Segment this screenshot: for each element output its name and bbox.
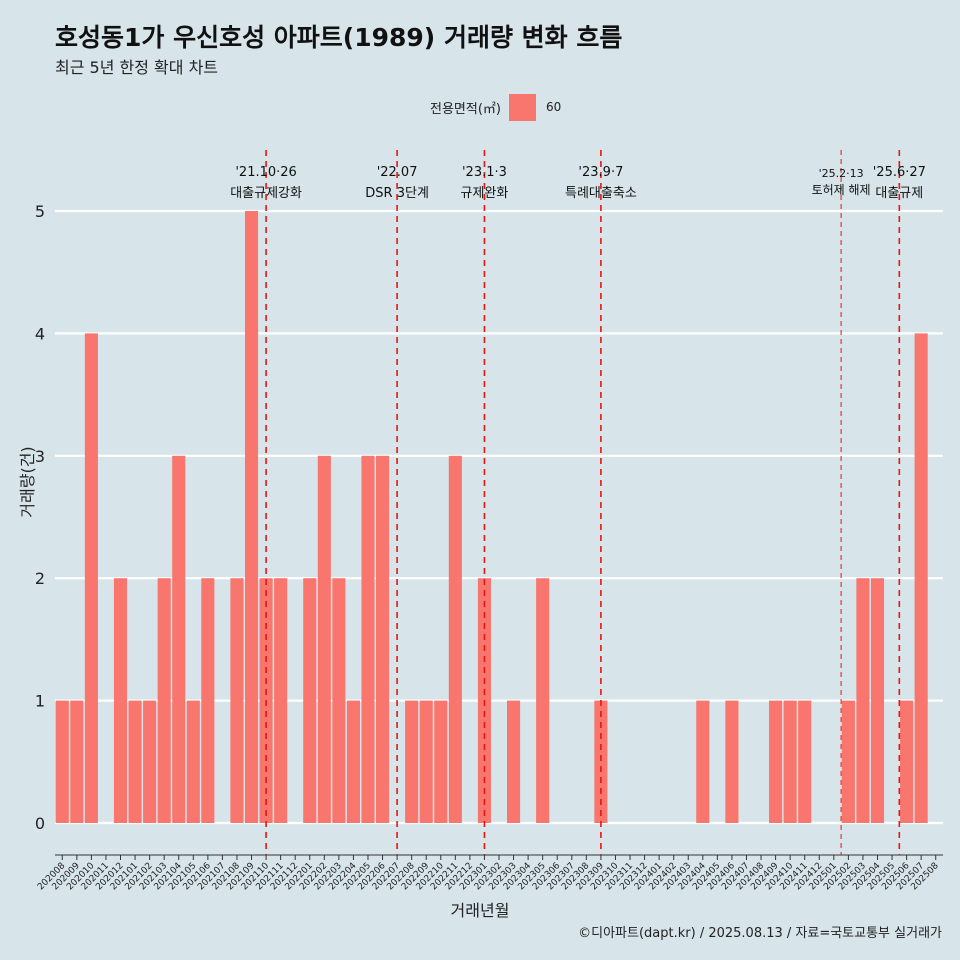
bar — [55, 700, 69, 823]
bar — [448, 455, 462, 823]
bar — [172, 455, 186, 823]
bar — [332, 578, 346, 823]
event-name-label: 특례대출축소 — [565, 186, 637, 201]
bar — [914, 333, 928, 823]
bar — [870, 578, 885, 823]
y-tick-label: 4 — [35, 324, 45, 343]
bar — [346, 700, 360, 823]
event-name-label: DSR 3단계 — [365, 186, 429, 201]
event-date-label: '22.07 — [377, 165, 418, 180]
bar — [113, 578, 128, 823]
bar — [303, 578, 317, 823]
bar — [783, 700, 797, 823]
legend-title: 전용면적(㎡) — [430, 101, 501, 117]
event-date-label: '21.10·26 — [235, 165, 296, 180]
bar — [594, 700, 608, 823]
bar — [157, 578, 171, 823]
bar — [186, 700, 200, 823]
bar — [361, 455, 375, 823]
bar — [274, 578, 288, 823]
bar — [230, 578, 244, 823]
source-caption: ©디아파트(dapt.kr) / 2025.08.13 / 자료=국토교통부 실… — [578, 926, 942, 941]
event-date-label: '23.9·7 — [578, 165, 623, 180]
event-date-label: '25.2·13 — [819, 167, 864, 180]
bar — [201, 578, 215, 823]
bar — [434, 700, 448, 823]
y-tick-label: 1 — [35, 692, 45, 711]
bar — [856, 578, 870, 823]
bar — [84, 333, 98, 823]
bar — [507, 700, 521, 823]
event-date-label: '23.1·3 — [462, 165, 507, 180]
event-name-label: 토허제 해제 — [812, 183, 871, 197]
legend-swatch — [508, 93, 536, 121]
bar — [143, 700, 157, 823]
bar — [375, 455, 390, 823]
chart-subtitle: 최근 5년 한정 확대 차트 — [55, 58, 219, 77]
bar — [725, 700, 739, 823]
y-tick-label: 0 — [35, 814, 45, 833]
event-name-label: 대출규제 — [875, 186, 923, 201]
event-name-label: 규제완화 — [461, 186, 509, 201]
bar — [244, 211, 259, 823]
legend: 전용면적(㎡) 60 — [430, 93, 562, 121]
bar — [696, 700, 710, 823]
bar — [405, 700, 419, 823]
bar — [900, 700, 914, 823]
x-axis-label: 거래년월 — [450, 901, 510, 920]
y-tick-label: 2 — [35, 569, 45, 588]
chart-title: 호성동1가 우신호성 아파트(1989) 거래량 변화 흐름 — [55, 23, 623, 52]
event-date-label: '25.6·27 — [873, 165, 926, 180]
bar — [128, 700, 142, 823]
bar — [536, 578, 550, 823]
y-tick-label: 3 — [35, 447, 45, 466]
legend-series-label: 60 — [545, 100, 562, 114]
event-name-label: 대출규제강화 — [230, 186, 302, 201]
bar — [769, 700, 783, 823]
bar — [419, 700, 433, 823]
bar — [317, 455, 331, 823]
y-tick-label: 5 — [35, 202, 45, 221]
bar — [798, 700, 812, 823]
bar — [841, 700, 855, 823]
y-axis-label: 거래량(건) — [18, 446, 37, 518]
bar — [70, 700, 84, 823]
